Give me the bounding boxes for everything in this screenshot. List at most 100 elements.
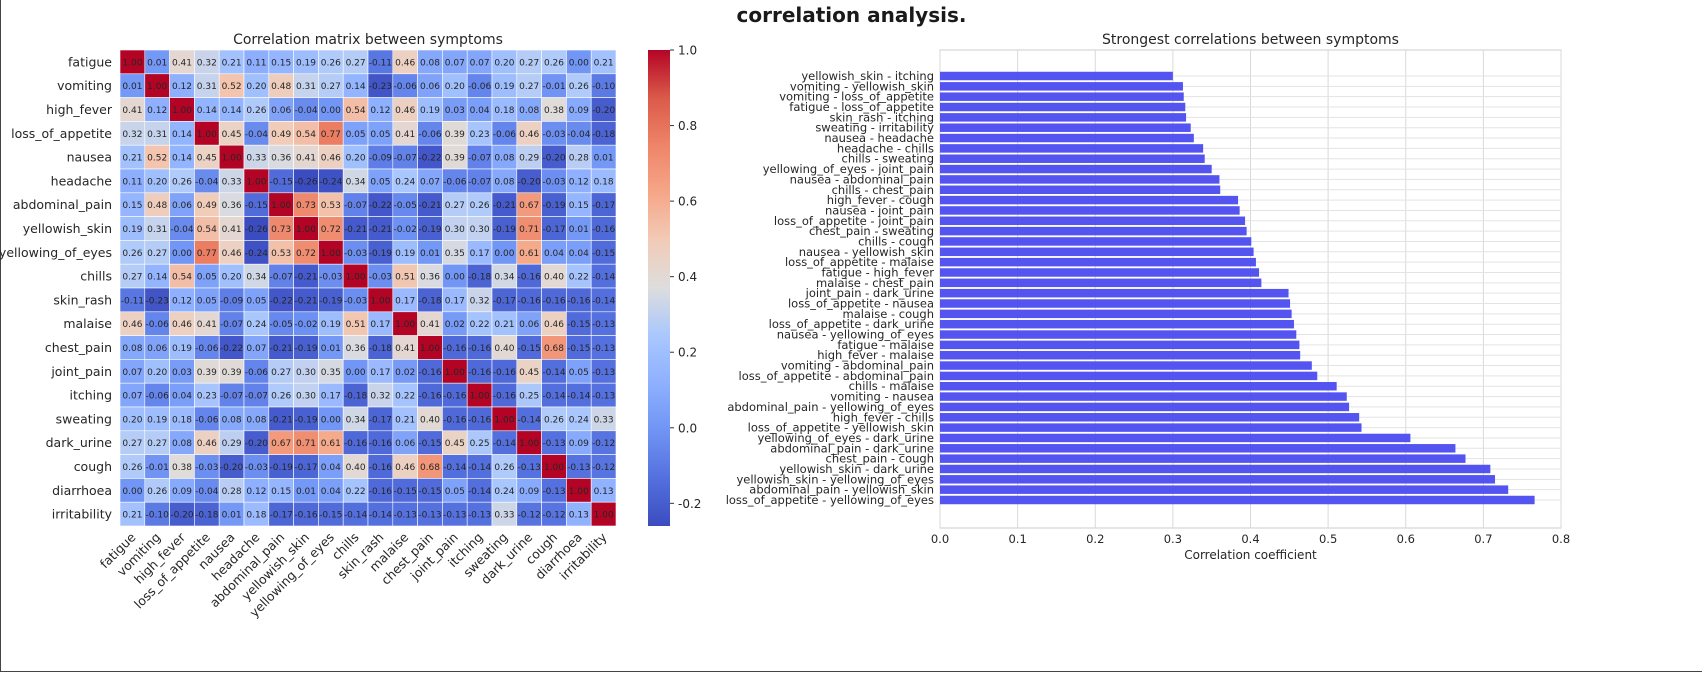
- heatmap-cell-label: -0.03: [319, 273, 342, 283]
- heatmap-cell-label: 0.08: [246, 415, 266, 425]
- bar: [940, 495, 1535, 505]
- heatmap-cell-label: 0.05: [445, 487, 465, 497]
- heatmap-cell-label: -0.16: [518, 296, 542, 306]
- heatmap-row-label: itching: [70, 388, 113, 403]
- heatmap-cell-label: 0.01: [222, 511, 242, 521]
- heatmap-cell-label: 0.07: [122, 392, 142, 402]
- heatmap-cell-label: -0.15: [567, 320, 590, 330]
- heatmap-cell-label: 0.40: [346, 463, 366, 473]
- heatmap-cell-label: 0.14: [172, 154, 192, 164]
- heatmap-cell-label: -0.21: [270, 344, 293, 354]
- heatmap-cell-label: 0.19: [321, 320, 341, 330]
- heatmap-cell-label: 0.28: [569, 154, 589, 164]
- heatmap-cell-label: -0.18: [344, 392, 368, 402]
- heatmap-cell-label: 0.01: [296, 487, 316, 497]
- heatmap-cell-label: -0.07: [270, 273, 293, 283]
- heatmap-cell-label: 0.21: [222, 58, 242, 68]
- bar-category-label: abdominal_pain - yellowing_of_eyes: [727, 400, 934, 414]
- heatmap-cell-label: 0.11: [122, 177, 142, 187]
- heatmap-cell-label: -0.13: [592, 344, 615, 354]
- bar: [940, 382, 1337, 391]
- heatmap-cell-label: 0.71: [519, 225, 539, 235]
- heatmap-cell-label: -0.15: [418, 439, 441, 449]
- colorbar-tick-label: 0.8: [678, 119, 697, 133]
- bar: [940, 392, 1347, 401]
- bar-category-label: high_fever - cough: [827, 193, 934, 207]
- heatmap-cell-label: -0.22: [220, 344, 243, 354]
- heatmap-cell-label: 0.06: [271, 106, 291, 116]
- bar-x-tick-label: 0.5: [1319, 532, 1337, 546]
- heatmap-cell-label: 0.08: [494, 177, 514, 187]
- heatmap-cell-label: -0.03: [542, 130, 565, 140]
- heatmap-cell-label: 0.46: [395, 58, 415, 68]
- heatmap-cell-label: 0.40: [494, 344, 514, 354]
- heatmap-cell-label: 0.53: [271, 249, 291, 259]
- heatmap-cell-label: -0.04: [170, 225, 194, 235]
- bar: [940, 257, 1256, 267]
- bar: [940, 433, 1411, 443]
- heatmap-cell-label: 0.26: [494, 463, 514, 473]
- bar: [940, 361, 1312, 370]
- heatmap-cell-label: 0.00: [122, 487, 142, 497]
- bar-category-label: high_fever - chills: [833, 410, 934, 424]
- heatmap-cell-label: 0.08: [122, 344, 142, 354]
- bar-x-tick-label: 0.3: [1164, 532, 1182, 546]
- heatmap-cell-label: 0.26: [122, 249, 142, 259]
- bar: [940, 278, 1262, 288]
- heatmap-cell-label: -0.03: [344, 296, 367, 306]
- heatmap-cell-label: 0.14: [346, 82, 366, 92]
- heatmap-cell-label: 0.34: [494, 273, 514, 283]
- heatmap-cell-label: 0.39: [222, 368, 242, 378]
- heatmap-cell-label: 0.08: [222, 415, 242, 425]
- heatmap-cell-label: 0.09: [519, 487, 539, 497]
- bar: [940, 423, 1362, 432]
- bar-category-label: loss_of_appetite - yellowish_skin: [748, 421, 934, 435]
- heatmap-cell-label: -0.19: [542, 201, 566, 211]
- heatmap-cell-label: 0.45: [222, 130, 242, 140]
- bar-category-label: loss_of_appetite - abdominal_pain: [739, 369, 934, 383]
- bar-category-label: nausea - yellowish_skin: [799, 245, 934, 259]
- heatmap-cell-label: 0.73: [271, 225, 291, 235]
- heatmap-cell-label: 0.32: [122, 130, 142, 140]
- heatmap-cell-label: 0.26: [271, 392, 291, 402]
- heatmap-cell-label: 0.77: [321, 130, 341, 140]
- heatmap-cell-label: -0.06: [146, 320, 170, 330]
- heatmap-cell-label: 0.61: [519, 249, 539, 259]
- heatmap-row-label: loss_of_appetite: [11, 126, 112, 141]
- heatmap-cell-label: -0.04: [195, 487, 219, 497]
- bar: [940, 82, 1183, 91]
- bar-category-label: skin_rash - itching: [830, 110, 935, 124]
- heatmap-cell-label: 0.27: [147, 249, 167, 259]
- heatmap-cell-label: 0.22: [470, 320, 490, 330]
- heatmap-cell-label: 0.36: [346, 344, 366, 354]
- heatmap-cell-label: 0.09: [569, 439, 589, 449]
- heatmap-cell-label: -0.24: [319, 177, 343, 187]
- heatmap-cell-label: 0.36: [222, 201, 242, 211]
- heatmap-cell-label: 1.00: [246, 177, 266, 187]
- bar-category-label: nausea - abdominal_pain: [790, 172, 934, 186]
- heatmap-cell-label: 0.27: [519, 82, 539, 92]
- heatmap-row-label: malaise: [63, 316, 112, 331]
- heatmap-cell-label: 0.03: [172, 368, 192, 378]
- heatmap-cell-label: 0.08: [494, 154, 514, 164]
- heatmap-cell-label: 1.00: [122, 58, 142, 68]
- heatmap-cell-label: 0.27: [346, 58, 366, 68]
- heatmap-cell-label: 1.00: [321, 249, 341, 259]
- heatmap-row-label: irritability: [52, 507, 113, 522]
- heatmap-cell-label: 0.30: [470, 225, 490, 235]
- heatmap-cell-label: -0.14: [344, 511, 368, 521]
- bar-category-label: vomiting - yellowish_skin: [790, 79, 934, 93]
- heatmap-cell-label: 0.36: [420, 273, 440, 283]
- heatmap-cell-label: -0.07: [220, 320, 243, 330]
- heatmap-cell-label: 0.48: [147, 201, 167, 211]
- heatmap-chart: Correlation matrix between symptoms 1.00 0…: [0, 32, 701, 620]
- heatmap-cell-label: -0.06: [146, 392, 170, 402]
- bar-x-tick-label: 0.8: [1552, 532, 1570, 546]
- heatmap-cell-label: 0.68: [544, 344, 564, 354]
- heatmap-cell-label: -0.18: [468, 273, 492, 283]
- heatmap-cell-label: -0.21: [493, 201, 516, 211]
- heatmap-cell-label: 1.00: [271, 201, 291, 211]
- heatmap-cell-label: 0.72: [321, 225, 341, 235]
- heatmap-cell-label: -0.17: [493, 296, 516, 306]
- heatmap-cell-label: -0.17: [542, 225, 565, 235]
